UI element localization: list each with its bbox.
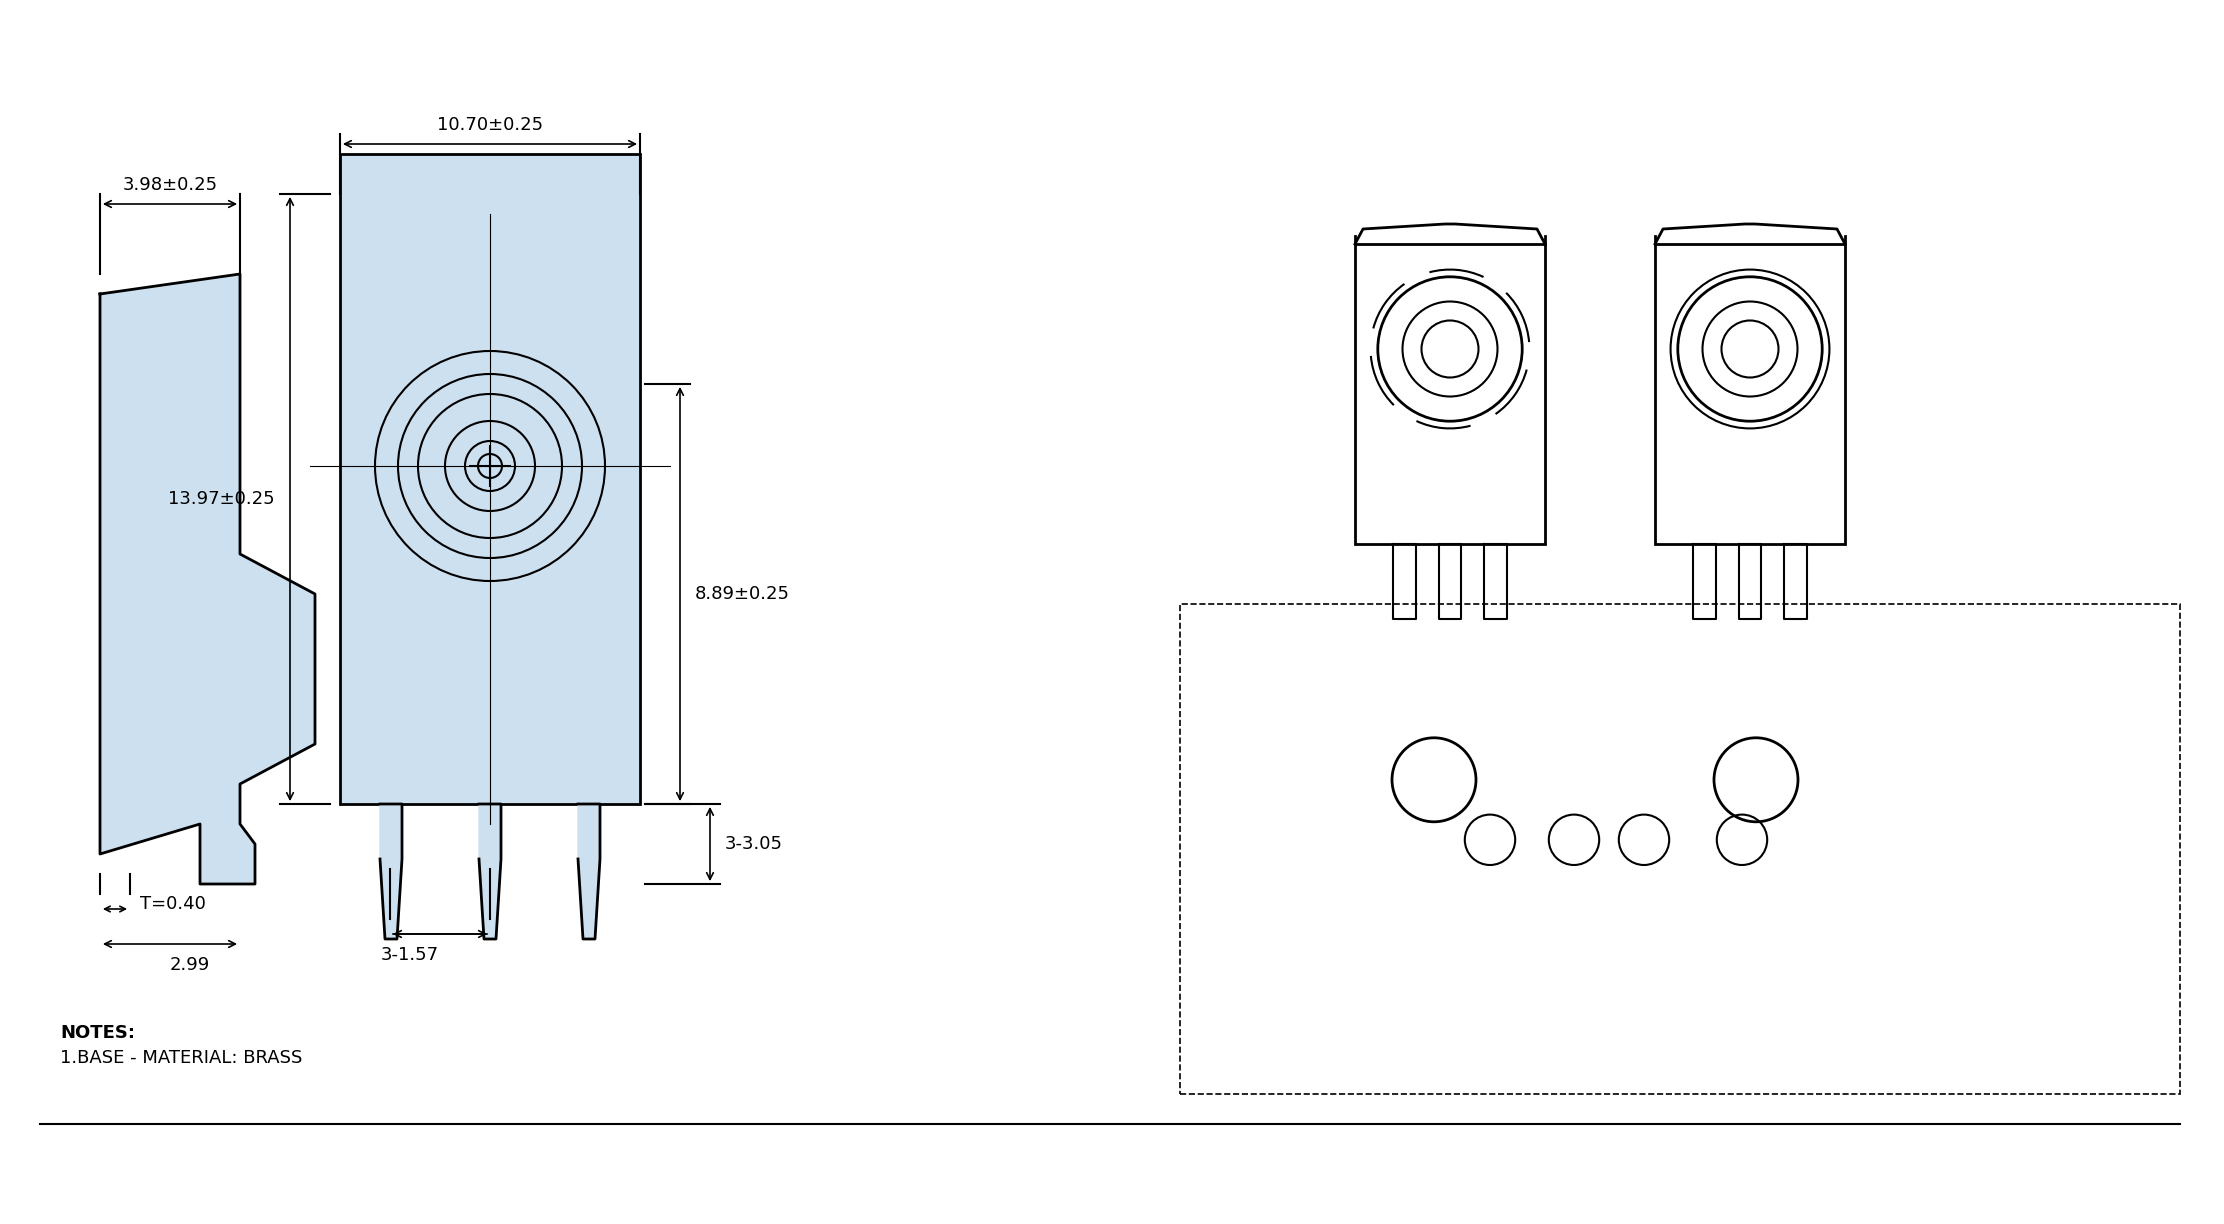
Text: 3-1.57: 3-1.57 bbox=[380, 946, 438, 965]
Text: 8.89±0.25: 8.89±0.25 bbox=[694, 585, 790, 603]
Text: 693: 693 bbox=[1732, 649, 1768, 668]
Text: 10.30: 10.30 bbox=[1552, 919, 1599, 936]
Bar bbox=[1181, 603, 2180, 1094]
Text: 13.97±0.25: 13.97±0.25 bbox=[169, 490, 276, 508]
Text: NOTES:: NOTES: bbox=[60, 1024, 136, 1042]
Bar bbox=[340, 154, 641, 804]
Bar bbox=[1354, 244, 1546, 543]
Text: 10.70±0.25: 10.70±0.25 bbox=[436, 116, 543, 133]
Polygon shape bbox=[100, 274, 316, 884]
Text: 2.99: 2.99 bbox=[169, 956, 209, 974]
Text: 1.BASE - MATERIAL: BRASS: 1.BASE - MATERIAL: BRASS bbox=[60, 1049, 302, 1067]
Text: +: + bbox=[1788, 832, 1801, 847]
Polygon shape bbox=[380, 804, 403, 939]
Text: 694(-)  &     693(+): 694(-) & 693(+) bbox=[1595, 976, 1766, 993]
Polygon shape bbox=[478, 804, 500, 939]
Text: FOR "9V" MOUNTING DETAIL: FOR "9V" MOUNTING DETAIL bbox=[1523, 934, 1835, 953]
Text: 12.70: 12.70 bbox=[1570, 683, 1619, 701]
Text: 3-3.05: 3-3.05 bbox=[725, 835, 783, 853]
Text: 3.98±0.25: 3.98±0.25 bbox=[122, 176, 218, 193]
Bar bbox=[1655, 244, 1846, 543]
Text: T=0.40: T=0.40 bbox=[140, 895, 207, 913]
Text: 3.00: 3.00 bbox=[1868, 800, 1906, 819]
Text: 694: 694 bbox=[1432, 649, 1468, 668]
Text: 3-Ø1.80: 3-Ø1.80 bbox=[1595, 919, 1661, 936]
Polygon shape bbox=[578, 804, 600, 939]
